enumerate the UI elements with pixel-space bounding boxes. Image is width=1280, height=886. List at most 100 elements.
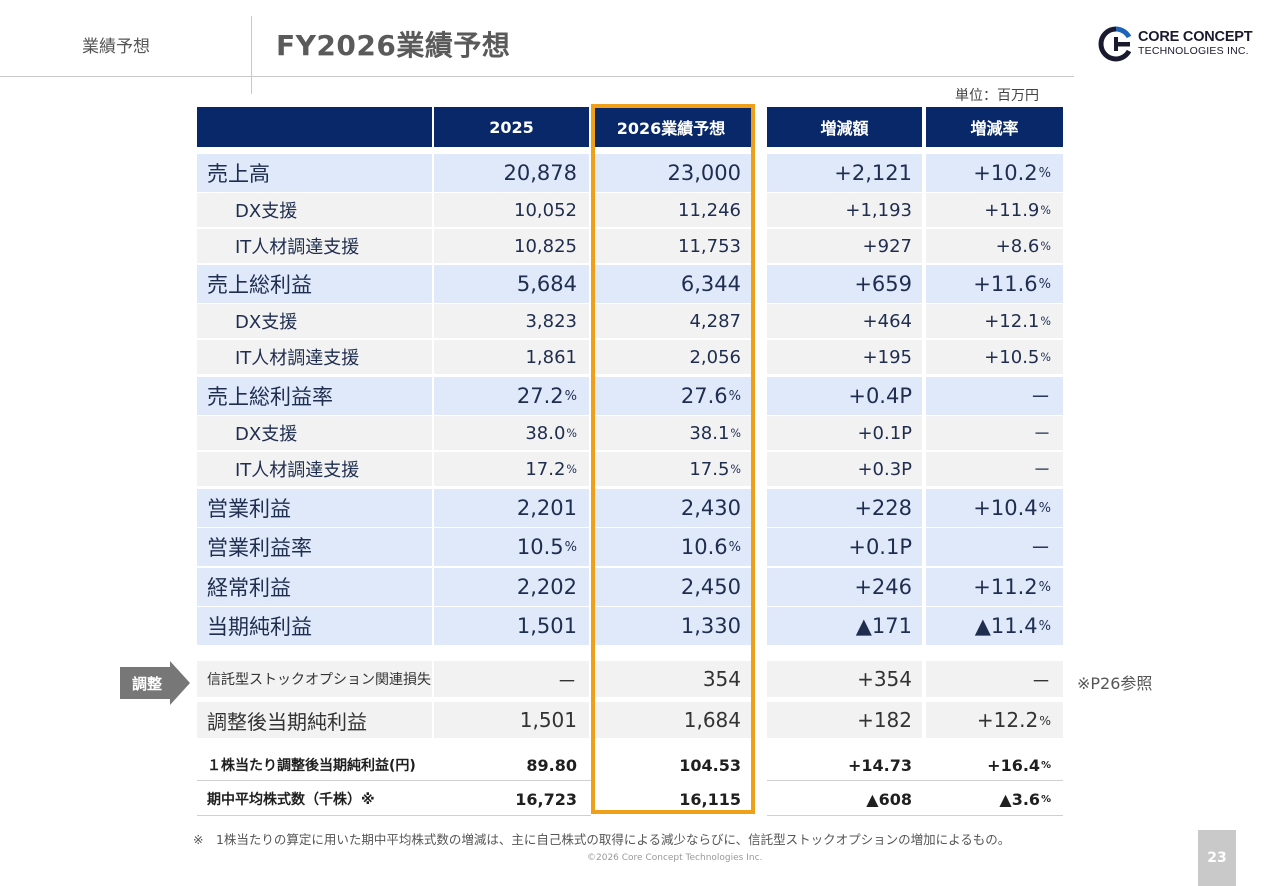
cell-2026: 4,287 bbox=[591, 304, 751, 338]
row-label: IT人材調達支援 bbox=[197, 229, 432, 263]
cell-diff-value: +659 bbox=[854, 272, 912, 296]
cell-rate: +12.2% bbox=[926, 702, 1063, 738]
cell-rate-pct-unit: % bbox=[1041, 793, 1051, 805]
cell-rate: +16.4% bbox=[926, 748, 1063, 782]
cell-2026: 1,330 bbox=[591, 607, 751, 645]
cell-2025: 89.80 bbox=[434, 748, 589, 782]
row-label: IT人材調達支援 bbox=[197, 452, 432, 486]
cell-diff: +246 bbox=[767, 568, 922, 606]
header-divider bbox=[251, 16, 252, 94]
table-rule bbox=[767, 780, 1063, 781]
cell-2025: 20,878 bbox=[434, 154, 589, 192]
cell-2025-pct-unit: % bbox=[564, 539, 577, 555]
cell-2025: 2,202 bbox=[434, 568, 589, 606]
cell-2025-value: 1,501 bbox=[519, 708, 577, 732]
cell-2026: 16,115 bbox=[591, 782, 751, 816]
cell-rate-value: +16.4 bbox=[987, 755, 1041, 775]
copyright: ©2026 Core Concept Technologies Inc. bbox=[587, 853, 763, 863]
adjustment-row: 調整後当期純利益 1,501 1,684 +182 +12.2% bbox=[197, 702, 1063, 738]
cell-2026: 2,430 bbox=[591, 489, 751, 527]
table-header-row: 2025 2026業績予想 増減額 増減率 bbox=[197, 107, 1063, 147]
cell-rate: － bbox=[926, 528, 1063, 566]
cell-rate-value: +12.2 bbox=[976, 708, 1039, 732]
cell-2026-value: 1,684 bbox=[683, 708, 741, 732]
cell-2026: 11,753 bbox=[591, 229, 751, 263]
cell-rate-value: － bbox=[1033, 424, 1051, 445]
header-2026-forecast: 2026業績予想 bbox=[591, 107, 751, 147]
cell-2025: 10.5% bbox=[434, 528, 589, 566]
cell-rate-pct-unit: % bbox=[1038, 500, 1051, 516]
row-label: １株当たり調整後当期純利益(円) bbox=[207, 758, 416, 774]
cell-diff: +195 bbox=[767, 340, 922, 374]
cell-2025-pct-unit: % bbox=[564, 388, 577, 404]
row-label: 期中平均株式数（千株）※ bbox=[207, 792, 375, 808]
cell-2025-value: 1,861 bbox=[525, 346, 577, 368]
cell-rate-pct-unit: % bbox=[1038, 165, 1051, 181]
table-rule bbox=[197, 815, 591, 816]
table-rule bbox=[197, 780, 591, 781]
cell-rate: ▲3.6% bbox=[926, 782, 1063, 816]
cell-diff-value: +464 bbox=[862, 310, 912, 332]
cell-2026-value: 2,056 bbox=[689, 346, 741, 368]
cell-rate: +11.9% bbox=[926, 193, 1063, 227]
cell-2025-pct-unit: % bbox=[566, 462, 577, 476]
unit-label: 単位：百万円 bbox=[955, 88, 1039, 104]
cell-2025-value: 2,202 bbox=[516, 575, 577, 599]
logo-text-line1: CORE CONCEPT bbox=[1138, 29, 1253, 45]
cell-2026: 2,056 bbox=[591, 340, 751, 374]
cell-rate-value: － bbox=[1031, 668, 1051, 693]
header-change-rate: 増減率 bbox=[926, 107, 1063, 147]
footnote: ※ 1株当たりの算定に用いた期中平均株式数の増減は、主に自己株式の取得による減少… bbox=[193, 832, 1011, 847]
cell-2025-value: 17.2 bbox=[525, 458, 566, 480]
cell-2025: 10,825 bbox=[434, 229, 589, 263]
cell-2026: 2,450 bbox=[591, 568, 751, 606]
cell-2026: 10.6% bbox=[591, 528, 751, 566]
cell-diff: +927 bbox=[767, 229, 922, 263]
cell-rate-pct-unit: % bbox=[1039, 712, 1051, 728]
cell-rate-value: +12.1 bbox=[984, 310, 1040, 332]
cell-2026: 104.53 bbox=[591, 748, 751, 782]
cell-rate: － bbox=[926, 452, 1063, 486]
logo-text-line2: TECHNOLOGIES INC. bbox=[1138, 45, 1249, 57]
cell-2025-value: 27.2 bbox=[516, 384, 564, 408]
company-logo: CORE CONCEPT TECHNOLOGIES INC. bbox=[1098, 26, 1273, 62]
cell-2025-value: 10.5 bbox=[516, 535, 564, 559]
cell-2026-value: 27.6 bbox=[680, 384, 728, 408]
row-label: 営業利益 bbox=[197, 489, 432, 527]
cell-2025-value: 1,501 bbox=[516, 614, 577, 638]
cell-diff: +228 bbox=[767, 489, 922, 527]
cell-2026-pct-unit: % bbox=[728, 388, 741, 404]
cell-rate-value: +11.2 bbox=[973, 575, 1038, 599]
cell-2026-value: 104.53 bbox=[679, 755, 741, 775]
cell-2025: 3,823 bbox=[434, 304, 589, 338]
table-row-sub: DX支援 10,052 11,246 +1,193 +11.9% bbox=[197, 193, 1063, 227]
table-row-main: 売上高 20,878 23,000 +2,121 +10.2% bbox=[197, 154, 1063, 192]
cell-2025-value: 10,052 bbox=[514, 199, 577, 221]
table-row-main: 経常利益 2,202 2,450 +246 +11.2% bbox=[197, 568, 1063, 606]
table-row-main: 営業利益率 10.5% 10.6% +0.1P － bbox=[197, 528, 1063, 566]
cell-2025-value: 38.0 bbox=[525, 422, 566, 444]
cell-2026-value: 23,000 bbox=[667, 161, 741, 185]
cell-rate-value: +10.5 bbox=[984, 346, 1040, 368]
cell-rate: +10.4% bbox=[926, 489, 1063, 527]
cell-2025: － bbox=[434, 661, 589, 697]
cell-rate-pct-unit: % bbox=[1038, 618, 1051, 634]
cell-rate: － bbox=[926, 416, 1063, 450]
row-label: DX支援 bbox=[197, 304, 432, 338]
cell-2026: 1,684 bbox=[591, 702, 751, 738]
row-label: IT人材調達支援 bbox=[197, 340, 432, 374]
cell-rate-pct-unit: % bbox=[1040, 350, 1051, 364]
cell-rate-pct-unit: % bbox=[1040, 203, 1051, 217]
row-label: DX支援 bbox=[197, 193, 432, 227]
cell-rate-pct-unit: % bbox=[1038, 579, 1051, 595]
header-change-amount: 増減額 bbox=[767, 107, 922, 147]
header-blank-cell bbox=[197, 107, 432, 147]
cell-diff: +14.73 bbox=[767, 748, 922, 782]
cell-diff: +0.4P bbox=[767, 377, 922, 415]
table-row-sub: IT人材調達支援 1,861 2,056 +195 +10.5% bbox=[197, 340, 1063, 374]
cell-2026-pct-unit: % bbox=[728, 539, 741, 555]
cell-2025-value: 16,723 bbox=[515, 789, 577, 809]
cell-rate-value: +8.6 bbox=[995, 235, 1040, 257]
reference-note: ※P26参照 bbox=[1077, 674, 1153, 693]
cell-2026: 6,344 bbox=[591, 265, 751, 303]
